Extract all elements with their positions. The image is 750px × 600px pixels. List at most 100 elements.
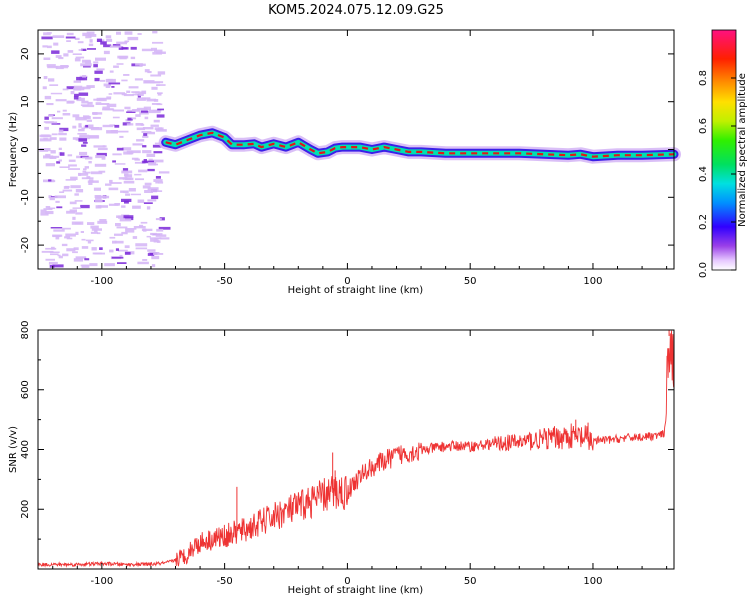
noise-speck	[152, 159, 164, 163]
noise-speck	[75, 189, 84, 193]
noise-speck	[153, 151, 163, 154]
noise-speck	[123, 215, 134, 219]
noise-speck	[51, 50, 60, 54]
noise-speck	[81, 127, 86, 130]
noise-speck	[84, 166, 89, 169]
noise-speck	[93, 187, 101, 191]
noise-speck	[87, 48, 96, 50]
x-tick-label: 0	[344, 276, 350, 287]
noise-speck	[88, 182, 93, 185]
noise-speck	[89, 263, 98, 267]
noise-speck	[125, 193, 130, 196]
noise-speck	[89, 39, 93, 43]
noise-speck	[68, 164, 77, 167]
colorbar-tick-label: 0.0	[698, 262, 709, 278]
noise-speck	[83, 168, 87, 171]
noise-speck	[121, 205, 126, 208]
noise-speck	[82, 75, 86, 78]
noise-speck	[63, 53, 69, 57]
noise-speck	[135, 114, 141, 117]
noise-speck	[146, 98, 157, 102]
noise-speck	[45, 258, 55, 261]
noise-speck	[73, 96, 79, 100]
noise-speck	[92, 116, 101, 119]
noise-speck	[41, 250, 54, 253]
noise-speck	[80, 231, 84, 233]
noise-speck	[80, 104, 89, 106]
noise-speck	[139, 111, 149, 115]
noise-speck	[49, 196, 55, 201]
noise-speck	[112, 44, 121, 47]
noise-speck	[156, 228, 164, 232]
noise-speck	[57, 110, 61, 113]
noise-speck	[99, 219, 107, 223]
noise-speck	[108, 93, 113, 95]
noise-speck	[92, 252, 102, 255]
snr-frame	[37, 329, 675, 570]
noise-speck	[143, 202, 153, 204]
y-tick-label: 200	[20, 500, 31, 519]
noise-speck	[49, 137, 57, 140]
noise-speck	[119, 55, 127, 60]
y-tick-label: 600	[20, 380, 31, 399]
noise-speck	[90, 127, 103, 131]
noise-speck	[131, 117, 137, 120]
noise-speck	[130, 56, 136, 60]
noise-speck	[45, 206, 51, 209]
noise-speck	[136, 107, 148, 111]
noise-speck	[42, 86, 47, 90]
noise-speck	[151, 255, 160, 260]
noise-speck	[51, 133, 58, 136]
noise-speck	[103, 50, 110, 55]
noise-speck	[78, 173, 89, 176]
noise-speck	[90, 225, 99, 229]
noise-speck	[73, 85, 83, 88]
noise-speck	[157, 71, 166, 75]
noise-speck	[151, 103, 161, 105]
noise-speck	[49, 265, 55, 268]
noise-speck	[78, 128, 85, 132]
noise-speck	[62, 189, 73, 192]
noise-speck	[104, 263, 115, 267]
noise-speck	[101, 103, 110, 105]
noise-speck	[58, 147, 62, 150]
noise-speck	[135, 91, 146, 94]
noise-speck	[72, 125, 77, 129]
noise-speck	[50, 92, 63, 95]
noise-speck	[142, 160, 154, 164]
noise-speck	[125, 40, 130, 43]
noise-speck	[156, 103, 163, 106]
noise-speck	[95, 57, 106, 61]
noise-speck	[134, 78, 143, 81]
noise-speck	[39, 134, 52, 138]
noise-speck	[51, 117, 63, 120]
x-tick-label: 50	[464, 276, 477, 287]
noise-speck	[46, 103, 54, 106]
noise-speck	[135, 243, 148, 247]
noise-speck	[48, 114, 54, 117]
noise-speck	[136, 127, 145, 131]
noise-speck	[76, 76, 88, 81]
noise-speck	[121, 170, 133, 174]
noise-speck	[97, 205, 108, 208]
noise-speck	[65, 36, 76, 39]
noise-speck	[55, 236, 60, 240]
noise-speck	[152, 109, 162, 112]
noise-speck	[96, 38, 102, 42]
y-tick-label: 10	[20, 95, 31, 108]
noise-speck	[41, 36, 53, 40]
noise-speck	[151, 195, 159, 200]
noise-speck	[108, 82, 121, 85]
noise-speck	[61, 243, 68, 247]
noise-speck	[118, 249, 128, 252]
noise-speck	[140, 221, 148, 224]
noise-speck	[127, 109, 137, 112]
y-tick-label: 0	[20, 146, 31, 152]
noise-speck	[88, 43, 94, 47]
noise-speck	[82, 141, 88, 144]
noise-speck	[43, 57, 51, 60]
noise-speck	[93, 145, 105, 148]
noise-speck	[142, 150, 152, 154]
noise-speck	[105, 85, 111, 88]
